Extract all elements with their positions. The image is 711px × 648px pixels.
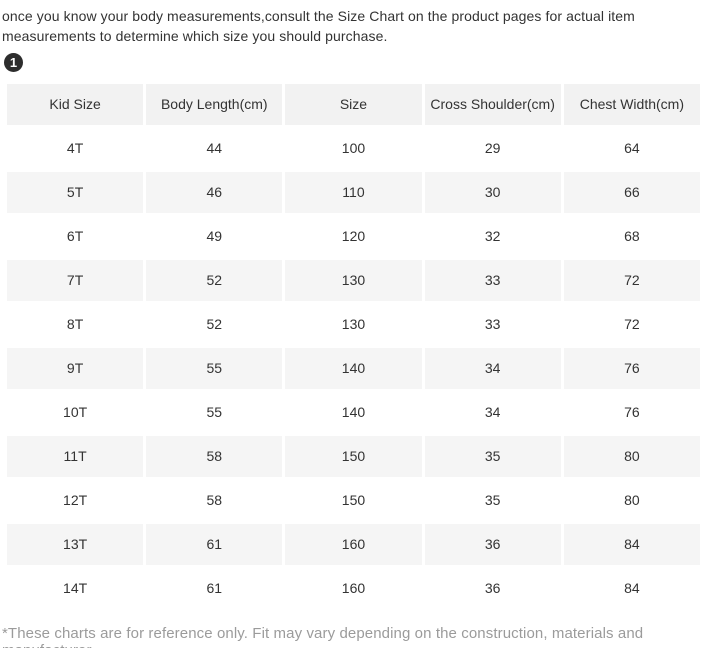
table-cell: 130 — [285, 259, 422, 301]
table-cell: 35 — [424, 435, 561, 477]
table-cell: 33 — [424, 303, 561, 345]
table-cell: 9T — [7, 347, 144, 389]
table-cell: 44 — [146, 127, 283, 169]
table-cell: 110 — [285, 171, 422, 213]
table-cell: 52 — [146, 259, 283, 301]
column-header: Body Length(cm) — [146, 83, 283, 125]
table-row: 12T 58 150 35 80 — [7, 479, 700, 521]
table-cell: 49 — [146, 215, 283, 257]
table-cell: 68 — [563, 215, 700, 257]
table-cell: 34 — [424, 347, 561, 389]
table-cell: 55 — [146, 347, 283, 389]
table-cell: 58 — [146, 435, 283, 477]
table-cell: 34 — [424, 391, 561, 433]
table-row: 7T 52 130 33 72 — [7, 259, 700, 301]
column-header: Size — [285, 83, 422, 125]
table-cell: 35 — [424, 479, 561, 521]
table-cell: 6T — [7, 215, 144, 257]
table-row: 6T 49 120 32 68 — [7, 215, 700, 257]
size-table-header: Kid Size Body Length(cm) Size Cross Shoulde… — [7, 83, 700, 125]
table-cell: 46 — [146, 171, 283, 213]
table-cell: 160 — [285, 523, 422, 565]
footnote-text: *These charts are for reference only. Fi… — [2, 624, 644, 648]
table-row: 9T 55 140 34 76 — [7, 347, 700, 389]
table-cell: 36 — [424, 567, 561, 609]
table-cell: 150 — [285, 479, 422, 521]
table-cell: 11T — [7, 435, 144, 477]
table-row: 14T 61 160 36 84 — [7, 567, 700, 609]
table-cell: 130 — [285, 303, 422, 345]
intro-text: once you know your body measurements,con… — [2, 8, 635, 44]
table-cell: 150 — [285, 435, 422, 477]
column-header: Cross Shoulder(cm) — [424, 83, 561, 125]
table-cell: 8T — [7, 303, 144, 345]
table-cell: 29 — [424, 127, 561, 169]
table-cell: 55 — [146, 391, 283, 433]
table-cell: 13T — [7, 523, 144, 565]
table-row: 11T 58 150 35 80 — [7, 435, 700, 477]
table-cell: 30 — [424, 171, 561, 213]
table-cell: 84 — [563, 567, 700, 609]
table-cell: 100 — [285, 127, 422, 169]
table-cell: 7T — [7, 259, 144, 301]
table-cell: 80 — [563, 479, 700, 521]
table-row: 4T 44 100 29 64 — [7, 127, 700, 169]
table-row: 10T 55 140 34 76 — [7, 391, 700, 433]
table-cell: 10T — [7, 391, 144, 433]
table-cell: 76 — [563, 391, 700, 433]
table-row: 8T 52 130 33 72 — [7, 303, 700, 345]
table-cell: 52 — [146, 303, 283, 345]
size-table: Kid Size Body Length(cm) Size Cross Shoulde… — [4, 81, 703, 612]
header-row: Kid Size Body Length(cm) Size Cross Shoulde… — [7, 83, 700, 125]
table-cell: 72 — [563, 259, 700, 301]
table-cell: 140 — [285, 391, 422, 433]
size-table-body: 4T 44 100 29 64 5T 46 110 30 66 6T 49 120 32 68 7T 52 130… — [7, 127, 700, 609]
table-cell: 120 — [285, 215, 422, 257]
table-cell: 160 — [285, 567, 422, 609]
table-cell: 64 — [563, 127, 700, 169]
table-cell: 58 — [146, 479, 283, 521]
table-cell: 66 — [563, 171, 700, 213]
step-1-badge: 1 — [4, 52, 23, 72]
table-cell: 80 — [563, 435, 700, 477]
table-row: 5T 46 110 30 66 — [7, 171, 700, 213]
table-cell: 5T — [7, 171, 144, 213]
column-header: Chest Width(cm) — [563, 83, 700, 125]
table-cell: 12T — [7, 479, 144, 521]
table-cell: 84 — [563, 523, 700, 565]
table-cell: 61 — [146, 523, 283, 565]
table-row: 13T 61 160 36 84 — [7, 523, 700, 565]
table-cell: 4T — [7, 127, 144, 169]
table-cell: 33 — [424, 259, 561, 301]
table-cell: 140 — [285, 347, 422, 389]
table-cell: 72 — [563, 303, 700, 345]
table-cell: 61 — [146, 567, 283, 609]
table-cell: 32 — [424, 215, 561, 257]
table-cell: 14T — [7, 567, 144, 609]
column-header: Kid Size — [7, 83, 144, 125]
table-cell: 76 — [563, 347, 700, 389]
table-cell: 36 — [424, 523, 561, 565]
